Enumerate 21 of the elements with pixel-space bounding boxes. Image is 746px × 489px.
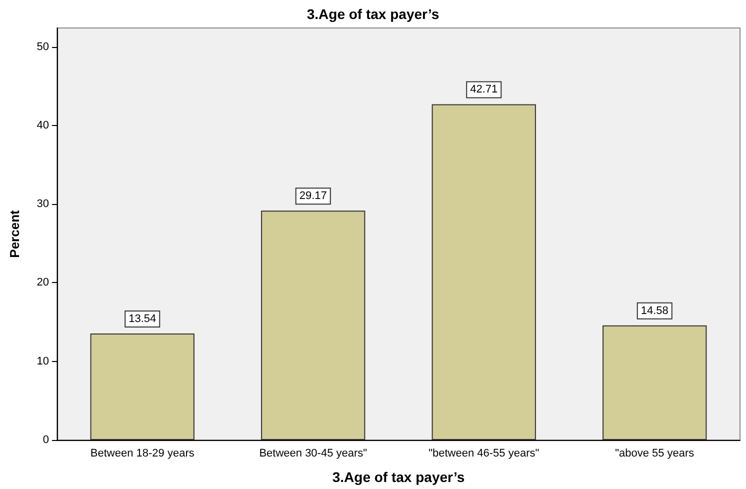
y-tick-label: 0: [42, 434, 49, 446]
data-label: 42.71: [470, 84, 498, 96]
bar: [90, 334, 194, 440]
y-tick-label: 10: [36, 355, 49, 368]
y-axis-title: Percent: [7, 209, 22, 258]
data-label: 29.17: [299, 190, 327, 202]
chart-title: 3.Age of tax payer’s: [306, 6, 440, 22]
x-tick-label: "above 55 years: [615, 448, 695, 460]
bar: [432, 104, 536, 440]
x-tick-label: Between 30-45 years": [259, 448, 368, 460]
x-tick-label: Between 18-29 years: [90, 448, 195, 460]
y-tick-label: 30: [36, 198, 49, 210]
x-axis-title: 3.Age of tax payer’s: [332, 469, 465, 485]
y-tick-label: 40: [36, 119, 49, 132]
data-label: 13.54: [128, 313, 156, 326]
bar: [602, 325, 707, 440]
bar: [261, 210, 366, 440]
x-tick-label: "between 46-55 years": [428, 448, 540, 460]
y-tick-label: 50: [36, 40, 49, 53]
y-tick-label: 20: [36, 276, 49, 289]
data-label: 14.58: [640, 304, 668, 317]
